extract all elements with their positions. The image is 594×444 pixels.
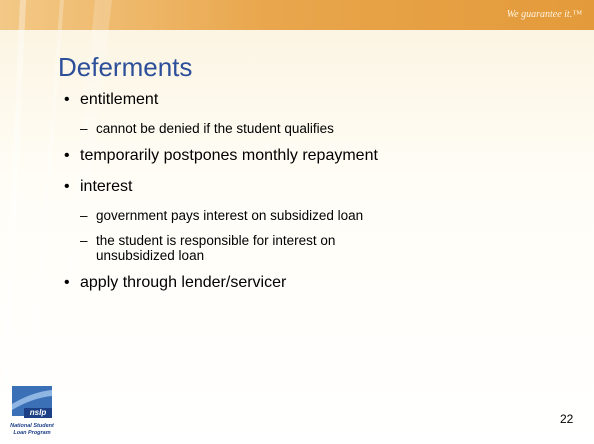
page-number: 22 [560,412,574,426]
logo: nslp National Student Loan Program [10,386,55,436]
sub-bullet: the student is responsible for interest … [80,233,406,263]
bullet: apply through lender/servicer [64,273,534,292]
tagline: We guarantee it.™ [506,9,582,20]
slide-title: Deferments [58,52,193,82]
bullet: entitlement [64,90,534,109]
header-bar: We guarantee it.™ [0,0,594,30]
sub-bullet: government pays interest on subsidized l… [80,208,406,223]
logo-mark: nslp [30,408,47,417]
bullet-list: entitlement cannot be denied if the stude… [64,90,534,304]
bullet: interest [64,177,534,196]
bullet: temporarily postpones monthly repayment [64,146,534,165]
sub-bullet: cannot be denied if the student qualifie… [80,121,406,136]
logo-text: Loan Program [13,430,50,436]
logo-text: National Student [10,423,55,429]
